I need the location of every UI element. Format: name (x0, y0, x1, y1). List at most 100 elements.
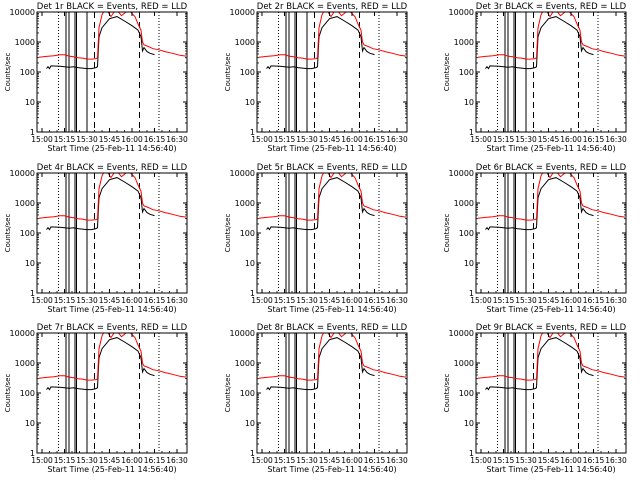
y-tick-label: 10 (25, 98, 35, 107)
x-axis-label: Start Time (25-Feb-11 14:56:40) (486, 305, 615, 314)
y-tick-label: 10 (245, 419, 255, 428)
x-tick-label: 16:15 (364, 456, 386, 465)
y-tick-label: 1 (469, 289, 474, 298)
chart-title: Det 1r BLACK = Events, RED = LLD (37, 2, 188, 12)
plot-area (38, 172, 187, 293)
y-tick-label: 1000 (454, 38, 474, 47)
x-tick-label: 15:30 (76, 135, 98, 144)
x-tick-label: 15:00 (470, 456, 492, 465)
chart-panel: 1 10 100 1000 10000 15:00 15:15 15:30 15:45 16:00… (4, 323, 188, 474)
chart-panel: 1 10 100 1000 10000 15:00 15:15 15:30 15:45 16:00… (224, 323, 408, 474)
y-axis-label: Counts/sec (4, 374, 12, 413)
x-tick-label: 15:00 (31, 296, 53, 305)
x-tick-label: 15:30 (515, 456, 537, 465)
y-tick-label: 1 (250, 449, 255, 458)
y-tick-label: 100 (240, 229, 255, 238)
series-line-events (266, 16, 375, 70)
x-tick-label: 15:45 (538, 296, 560, 305)
y-axis-label: Counts/sec (224, 374, 232, 413)
x-tick-label: 16:30 (166, 456, 188, 465)
x-tick-label: 15:00 (470, 135, 492, 144)
x-tick-label: 15:15 (493, 135, 515, 144)
y-tick-label: 1 (469, 449, 474, 458)
series-line-lld (477, 11, 626, 60)
x-tick-label: 16:30 (386, 456, 408, 465)
chart-panel: 1 10 100 1000 10000 15:00 15:15 15:30 15:45 16:00… (4, 163, 188, 314)
y-tick-label: 1000 (15, 359, 35, 368)
y-tick-label: 10000 (449, 329, 474, 338)
plot-area (477, 11, 626, 132)
y-tick-label: 100 (20, 68, 35, 77)
y-tick-label: 100 (20, 389, 35, 398)
y-tick-label: 10 (25, 259, 35, 268)
plot-area (38, 332, 187, 453)
x-tick-label: 15:15 (274, 456, 296, 465)
chart-title: Det 4r BLACK = Events, RED = LLD (37, 163, 188, 173)
x-tick-label: 16:00 (341, 296, 363, 305)
series-line-lld (258, 332, 407, 381)
x-tick-label: 15:45 (538, 456, 560, 465)
x-tick-label: 15:45 (99, 456, 121, 465)
series-line-events (46, 16, 155, 70)
series-line-events (485, 177, 594, 231)
y-tick-label: 10 (25, 419, 35, 428)
y-tick-label: 10000 (230, 329, 255, 338)
y-axis-label: Counts/sec (443, 214, 451, 253)
x-tick-label: 15:15 (274, 135, 296, 144)
x-tick-label: 15:15 (493, 456, 515, 465)
plot-frame (475, 172, 627, 294)
x-axis-label: Start Time (25-Feb-11 14:56:40) (47, 305, 176, 314)
chart-panel: 1 10 100 1000 10000 15:00 15:15 15:30 15:45 16:00… (224, 163, 408, 314)
y-tick-label: 1000 (454, 359, 474, 368)
y-tick-label: 10000 (449, 8, 474, 17)
x-tick-label: 16:30 (605, 456, 627, 465)
series-line-events (46, 337, 155, 391)
y-axis-label: Counts/sec (4, 214, 12, 253)
x-tick-label: 16:15 (144, 456, 166, 465)
x-tick-label: 15:30 (296, 456, 318, 465)
y-axis-label: Counts/sec (443, 53, 451, 92)
x-tick-label: 15:45 (319, 456, 341, 465)
chart-title: Det 5r BLACK = Events, RED = LLD (257, 163, 408, 173)
x-tick-label: 15:15 (54, 456, 76, 465)
chart-title: Det 8r BLACK = Events, RED = LLD (257, 323, 408, 333)
chart-panel: 1 10 100 1000 10000 15:00 15:15 15:30 15:45 16:00… (224, 2, 408, 153)
x-tick-label: 16:15 (144, 296, 166, 305)
plot-frame (36, 332, 188, 454)
y-tick-label: 10000 (10, 8, 35, 17)
x-tick-label: 15:30 (76, 456, 98, 465)
chart-title: Det 9r BLACK = Events, RED = LLD (476, 323, 627, 333)
y-tick-label: 10000 (10, 169, 35, 178)
x-tick-label: 15:45 (319, 296, 341, 305)
x-tick-label: 16:15 (364, 296, 386, 305)
chart-panel: 1 10 100 1000 10000 15:00 15:15 15:30 15:45 16:00… (4, 2, 188, 153)
x-tick-label: 16:00 (121, 296, 143, 305)
plot-frame (36, 172, 188, 294)
plot-area (38, 11, 187, 132)
plot-frame (256, 11, 408, 133)
series-line-events (485, 337, 594, 391)
x-axis-label: Start Time (25-Feb-11 14:56:40) (47, 144, 176, 153)
y-tick-label: 1000 (454, 199, 474, 208)
x-tick-label: 16:00 (341, 135, 363, 144)
series-line-events (46, 177, 155, 231)
y-tick-label: 1 (250, 289, 255, 298)
x-tick-label: 15:00 (251, 135, 273, 144)
series-line-lld (258, 172, 407, 221)
y-tick-label: 10000 (230, 169, 255, 178)
plot-area (477, 332, 626, 453)
series-line-events (485, 16, 594, 70)
x-tick-label: 16:30 (166, 135, 188, 144)
x-tick-label: 15:00 (251, 296, 273, 305)
x-axis-label: Start Time (25-Feb-11 14:56:40) (486, 144, 615, 153)
series-line-events (266, 177, 375, 231)
x-tick-label: 15:30 (296, 135, 318, 144)
series-line-lld (38, 332, 187, 381)
plot-area (477, 172, 626, 293)
y-tick-label: 10 (464, 259, 474, 268)
x-tick-label: 15:30 (515, 135, 537, 144)
x-tick-label: 15:45 (538, 135, 560, 144)
y-axis-label: Counts/sec (4, 53, 12, 92)
x-tick-label: 15:00 (470, 296, 492, 305)
